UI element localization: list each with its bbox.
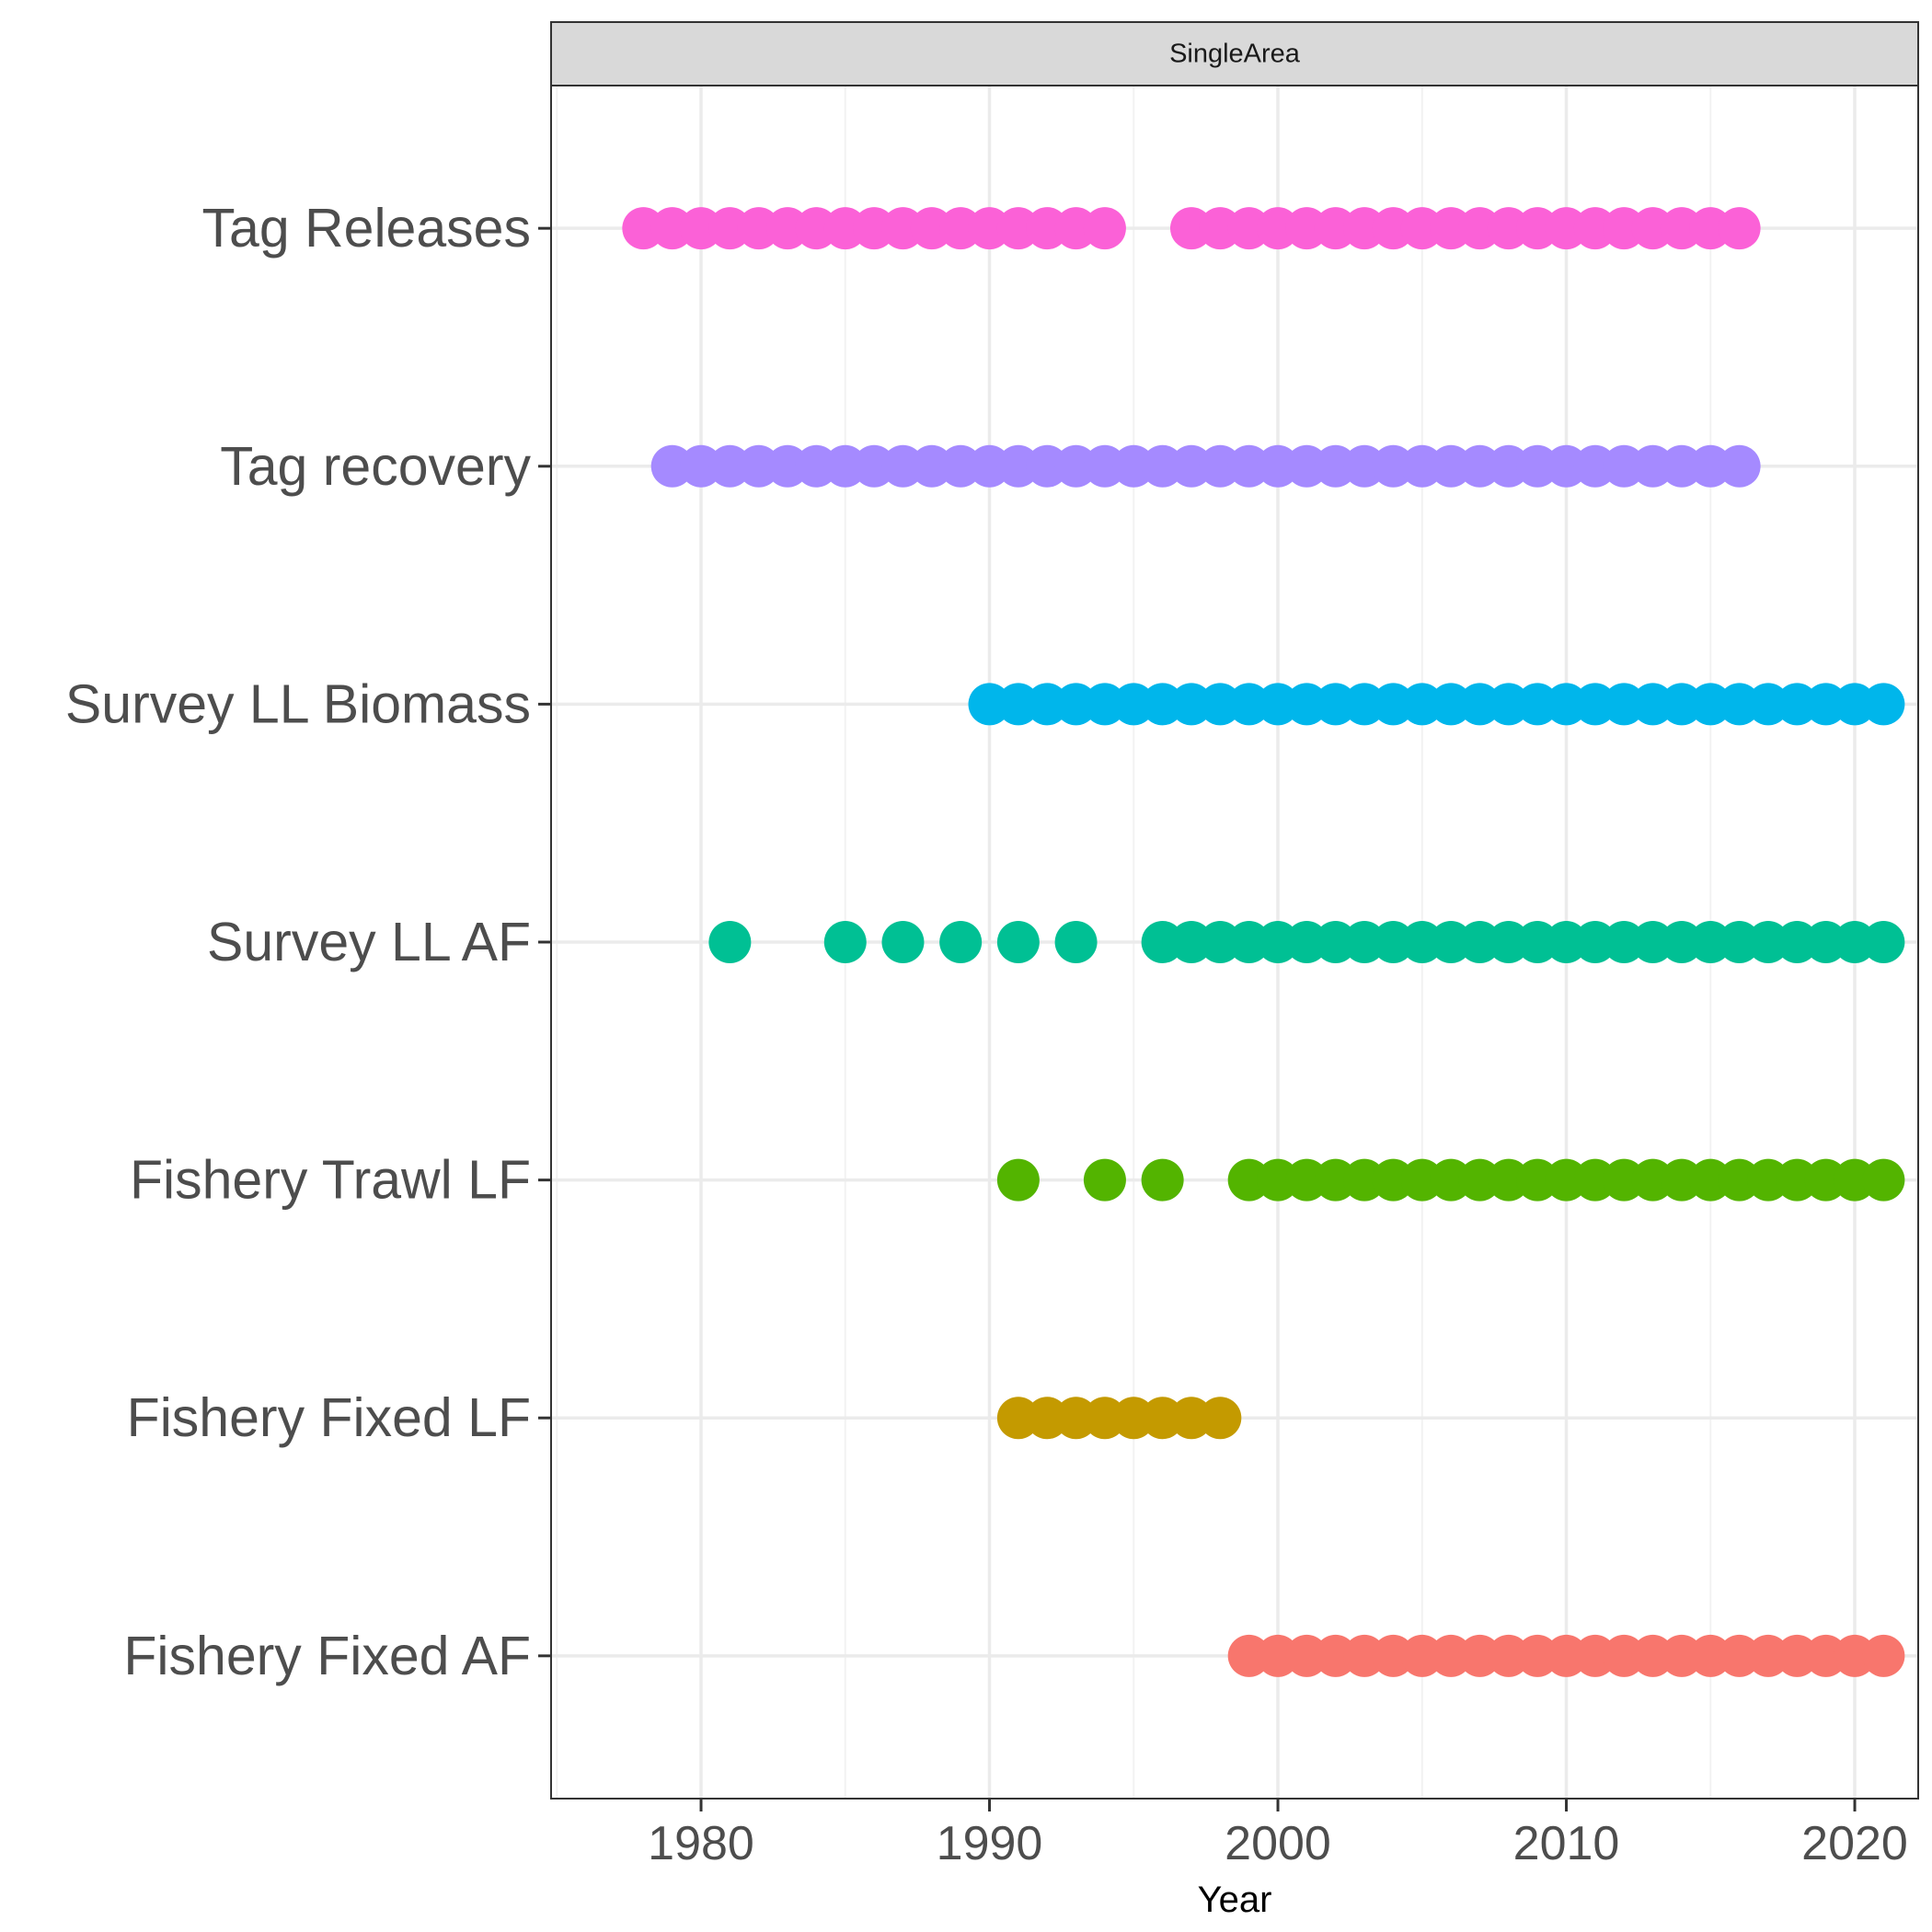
panel-border xyxy=(550,21,1919,1800)
x-tick-label: 1980 xyxy=(648,1817,754,1870)
data-point xyxy=(823,921,867,963)
data-point xyxy=(1054,921,1098,963)
data-point xyxy=(1862,1634,1905,1677)
data-point xyxy=(1199,1397,1242,1440)
data-point xyxy=(1862,1158,1905,1202)
data-point xyxy=(996,921,1040,963)
data-point xyxy=(1862,683,1905,726)
series-fishery-trawl-lf xyxy=(996,1158,1905,1202)
facet-strip xyxy=(550,21,1919,86)
data-point xyxy=(1083,207,1126,250)
series-fishery-fixed-af xyxy=(1227,1634,1905,1677)
x-axis-title: Year xyxy=(1198,1880,1272,1920)
y-tick-label: Fishery Fixed AF xyxy=(123,1626,531,1686)
data-point xyxy=(1718,207,1761,250)
series-survey-ll-af xyxy=(708,921,1905,963)
y-tick-label: Tag recovery xyxy=(220,436,531,497)
data-points xyxy=(622,207,1905,1677)
series-survey-ll-biomass xyxy=(968,683,1905,726)
series-fishery-fixed-lf xyxy=(996,1397,1242,1440)
x-tick-label: 2000 xyxy=(1225,1817,1331,1870)
data-point xyxy=(996,1158,1040,1202)
y-tick-label: Tag Releases xyxy=(202,198,532,259)
x-axis: 1980 1990 2000 2010 2020 xyxy=(648,1799,1908,1870)
data-point xyxy=(1141,1158,1184,1202)
x-tick-label: 2020 xyxy=(1801,1817,1908,1870)
data-point xyxy=(708,921,752,963)
data-point xyxy=(939,921,983,963)
data-point xyxy=(1718,444,1761,488)
y-tick-label: Fishery Trawl LF xyxy=(130,1150,531,1211)
y-tick-label: Fishery Fixed LF xyxy=(127,1387,531,1448)
x-tick-label: 2010 xyxy=(1513,1817,1620,1870)
series-tag-recovery xyxy=(650,444,1761,488)
y-axis: Fishery Fixed AF Fishery Fixed LF Fishery … xyxy=(65,198,551,1686)
data-point xyxy=(881,921,925,963)
y-tick-label: Survey LL AF xyxy=(207,912,531,972)
series-tag-releases xyxy=(622,207,1761,250)
data-point xyxy=(1083,1158,1126,1202)
y-tick-label: Survey LL Biomass xyxy=(65,673,531,734)
data-point xyxy=(1862,921,1905,963)
x-tick-label: 1990 xyxy=(937,1817,1043,1870)
facet-strip-label: SingleArea xyxy=(1169,40,1301,69)
